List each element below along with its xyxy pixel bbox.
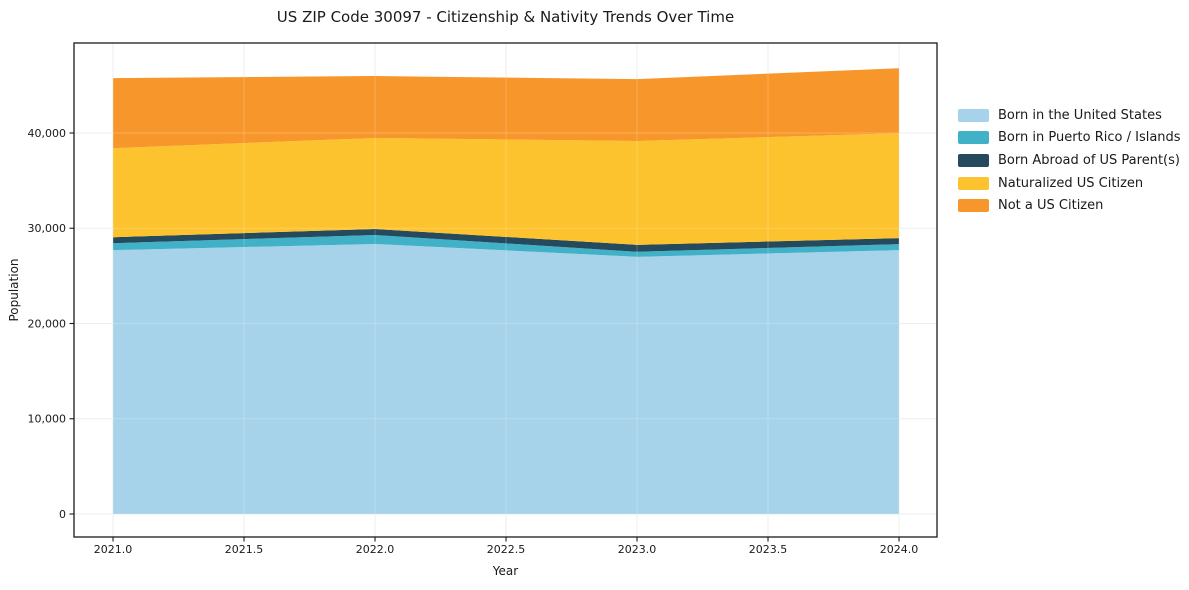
legend-label: Born Abroad of US Parent(s) <box>998 152 1180 168</box>
x-tick-label: 2022.0 <box>356 543 395 556</box>
y-tick-label: 20,000 <box>28 317 67 330</box>
legend-label: Born in Puerto Rico / Islands <box>998 130 1181 146</box>
x-tick-label: 2021.0 <box>94 543 133 556</box>
legend-label: Born in the United States <box>998 107 1162 123</box>
area-naturalized-us-citizen <box>113 133 900 245</box>
legend-swatch-icon <box>958 199 989 213</box>
legend-item: Not a US Citizen <box>958 194 1181 217</box>
chart-title: US ZIP Code 30097 - Citizenship & Nativi… <box>276 8 735 26</box>
area-born-in-the-united-states <box>113 243 900 514</box>
legend-swatch-icon <box>958 153 989 167</box>
x-tick-label: 2024.0 <box>880 543 919 556</box>
area-born-in-puerto-rico-islands <box>113 235 900 257</box>
area-born-abroad-of-us-parent-s- <box>113 229 900 252</box>
y-tick-label: 10,000 <box>28 413 67 426</box>
legend-swatch-icon <box>958 108 989 122</box>
legend-item: Born in Puerto Rico / Islands <box>958 127 1181 150</box>
x-tick-label: 2022.5 <box>487 543 526 556</box>
y-tick-label: 40,000 <box>28 127 67 140</box>
x-tick-label: 2023.5 <box>749 543 788 556</box>
y-tick-label: 0 <box>59 508 66 521</box>
legend: Born in the United States Born in Puerto … <box>958 104 1181 217</box>
legend-item: Born in the United States <box>958 104 1181 127</box>
legend-swatch-icon <box>958 131 989 145</box>
area-not-a-us-citizen <box>113 68 900 149</box>
legend-label: Not a US Citizen <box>998 198 1104 214</box>
y-tick-label: 30,000 <box>28 222 67 235</box>
x-axis-label: Year <box>492 564 519 578</box>
x-tick-label: 2023.0 <box>618 543 657 556</box>
legend-item: Naturalized US Citizen <box>958 172 1181 195</box>
y-axis-label: Population <box>7 258 21 322</box>
legend-swatch-icon <box>958 176 989 190</box>
legend-item: Born Abroad of US Parent(s) <box>958 149 1181 172</box>
x-tick-label: 2021.5 <box>225 543 264 556</box>
legend-label: Naturalized US Citizen <box>998 175 1144 191</box>
